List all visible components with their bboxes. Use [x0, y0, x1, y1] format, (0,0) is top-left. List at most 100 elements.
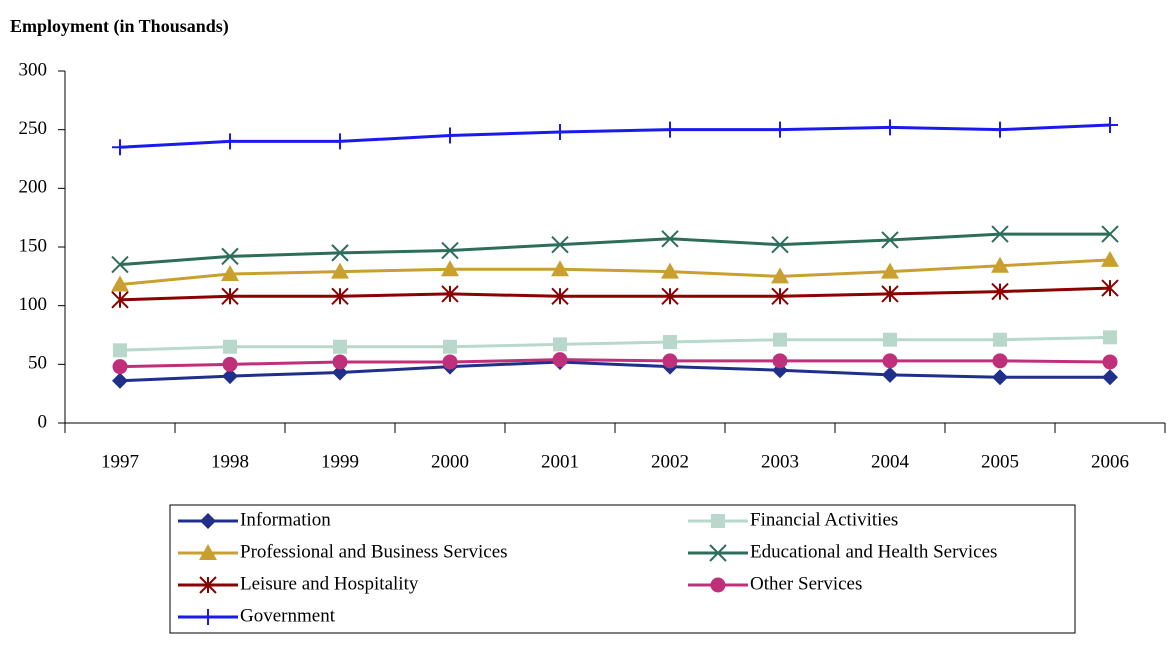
marker	[992, 369, 1008, 386]
marker	[552, 124, 568, 141]
marker	[221, 287, 239, 305]
marker	[883, 332, 897, 347]
marker	[991, 282, 1009, 301]
marker	[771, 235, 789, 254]
marker	[441, 260, 459, 277]
x-tick-label: 1999	[321, 451, 359, 472]
marker	[200, 513, 216, 529]
marker	[111, 255, 129, 274]
y-tick-label: 100	[19, 294, 48, 315]
series-line	[119, 123, 1111, 149]
marker	[222, 368, 238, 385]
marker	[991, 256, 1009, 273]
marker	[222, 356, 238, 372]
x-tick-label: 2000	[431, 451, 469, 472]
marker	[882, 119, 898, 136]
marker	[773, 332, 787, 347]
x-tick-label: 1997	[101, 451, 139, 472]
y-tick-label: 50	[28, 353, 47, 374]
x-tick-label: 2005	[981, 451, 1019, 472]
chart-title: Employment (in Thousands)	[10, 16, 229, 37]
legend-box	[169, 504, 1076, 634]
y-tick-label: 250	[19, 118, 48, 139]
series-line	[119, 258, 1111, 287]
series-line	[119, 335, 1111, 352]
marker	[551, 287, 569, 305]
marker	[710, 577, 726, 593]
legend-label: Professional and Business Services	[240, 541, 508, 562]
marker	[551, 260, 569, 277]
marker	[223, 339, 237, 354]
marker	[881, 285, 899, 303]
marker	[200, 609, 216, 625]
x-tick-label: 2003	[761, 451, 799, 472]
marker	[772, 353, 788, 369]
marker	[711, 514, 725, 528]
marker	[881, 231, 899, 249]
x-tick-label: 2001	[541, 451, 579, 472]
series-line	[119, 358, 1111, 369]
marker	[771, 267, 789, 284]
marker	[221, 264, 239, 281]
marker	[111, 275, 129, 292]
marker	[553, 337, 567, 352]
marker	[332, 364, 348, 381]
marker	[662, 353, 678, 369]
marker	[993, 332, 1007, 347]
marker	[1101, 250, 1119, 267]
marker	[992, 121, 1008, 138]
marker	[199, 544, 217, 560]
marker	[199, 576, 217, 594]
marker	[1102, 116, 1118, 133]
legend-label: Financial Activities	[750, 509, 898, 530]
marker	[112, 372, 128, 389]
marker	[112, 359, 128, 375]
marker	[662, 121, 678, 138]
y-tick-label: 200	[19, 177, 48, 198]
marker	[441, 241, 459, 260]
legend-label: Information	[240, 509, 331, 530]
marker	[1103, 330, 1117, 345]
y-tick-label: 150	[19, 235, 48, 256]
marker	[442, 354, 458, 370]
marker	[551, 235, 569, 254]
marker	[771, 287, 789, 305]
marker	[332, 354, 348, 370]
marker	[441, 285, 459, 303]
marker	[661, 230, 679, 248]
marker	[882, 366, 898, 383]
marker	[443, 339, 457, 354]
marker	[332, 133, 348, 150]
y-tick-label: 300	[19, 59, 48, 80]
marker	[1101, 279, 1119, 297]
series-line	[119, 360, 1110, 383]
marker	[442, 127, 458, 144]
marker	[331, 262, 349, 279]
marker	[331, 244, 349, 262]
marker	[881, 262, 899, 279]
marker	[112, 139, 128, 156]
y-tick-label: 0	[38, 411, 48, 432]
x-tick-label: 2002	[651, 451, 689, 472]
marker	[1102, 369, 1118, 386]
marker	[661, 262, 679, 279]
marker	[222, 133, 238, 150]
series-line	[119, 286, 1111, 302]
marker	[709, 544, 727, 562]
series-line	[119, 232, 1110, 267]
marker	[992, 353, 1008, 369]
legend-label: Leisure and Hospitality	[240, 573, 419, 594]
marker	[333, 339, 347, 354]
x-tick-label: 1998	[211, 451, 249, 472]
marker	[552, 352, 568, 368]
marker	[331, 287, 349, 305]
legend-label: Government	[240, 605, 336, 626]
x-tick-label: 2004	[871, 451, 910, 472]
marker	[663, 335, 677, 350]
legend-label: Other Services	[750, 573, 862, 594]
marker	[111, 291, 129, 309]
marker	[991, 225, 1009, 243]
marker	[221, 247, 239, 266]
marker	[1101, 225, 1119, 243]
